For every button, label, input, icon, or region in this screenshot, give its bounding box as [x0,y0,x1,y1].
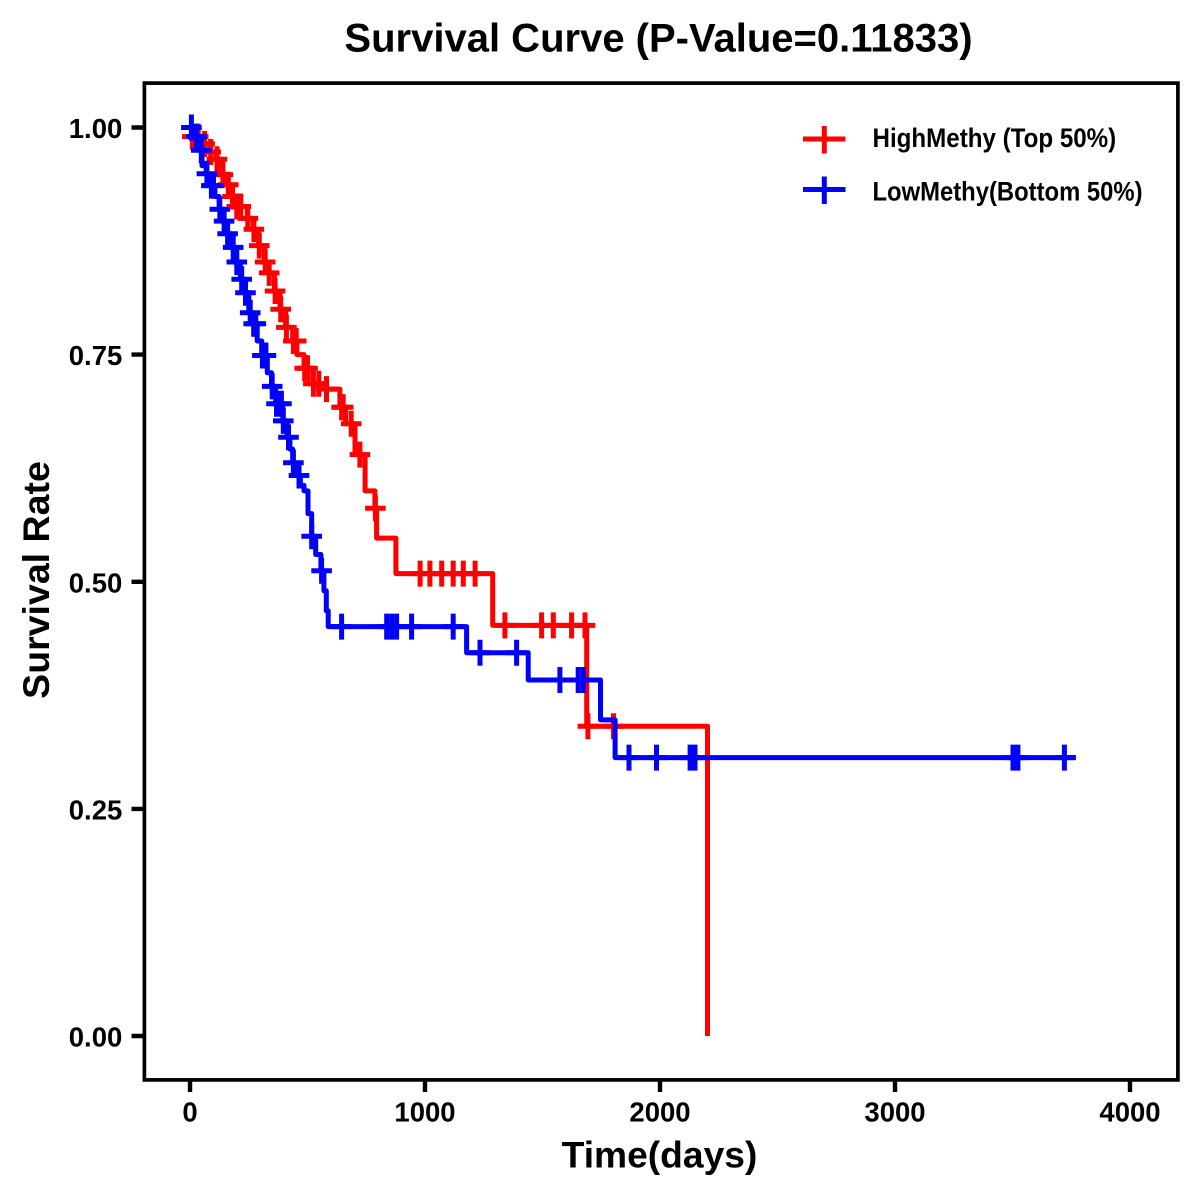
svg-text:2000: 2000 [629,1097,690,1128]
svg-text:Survival Curve (P-Value=0.1183: Survival Curve (P-Value=0.11833) [344,17,972,61]
svg-text:4000: 4000 [1099,1097,1160,1128]
svg-text:0.25: 0.25 [69,794,123,825]
svg-text:LowMethy(Bottom 50%): LowMethy(Bottom 50%) [873,176,1143,206]
svg-text:1.00: 1.00 [69,113,123,144]
svg-text:HighMethy (Top 50%): HighMethy (Top 50%) [873,123,1117,153]
svg-text:3000: 3000 [864,1097,925,1128]
svg-text:0: 0 [182,1097,197,1128]
svg-text:1000: 1000 [394,1097,455,1128]
svg-text:Survival Rate: Survival Rate [15,461,57,699]
svg-text:0.75: 0.75 [69,340,123,371]
svg-text:0.00: 0.00 [69,1022,123,1053]
svg-text:0.50: 0.50 [69,567,123,598]
svg-text:Time(days): Time(days) [562,1134,758,1176]
